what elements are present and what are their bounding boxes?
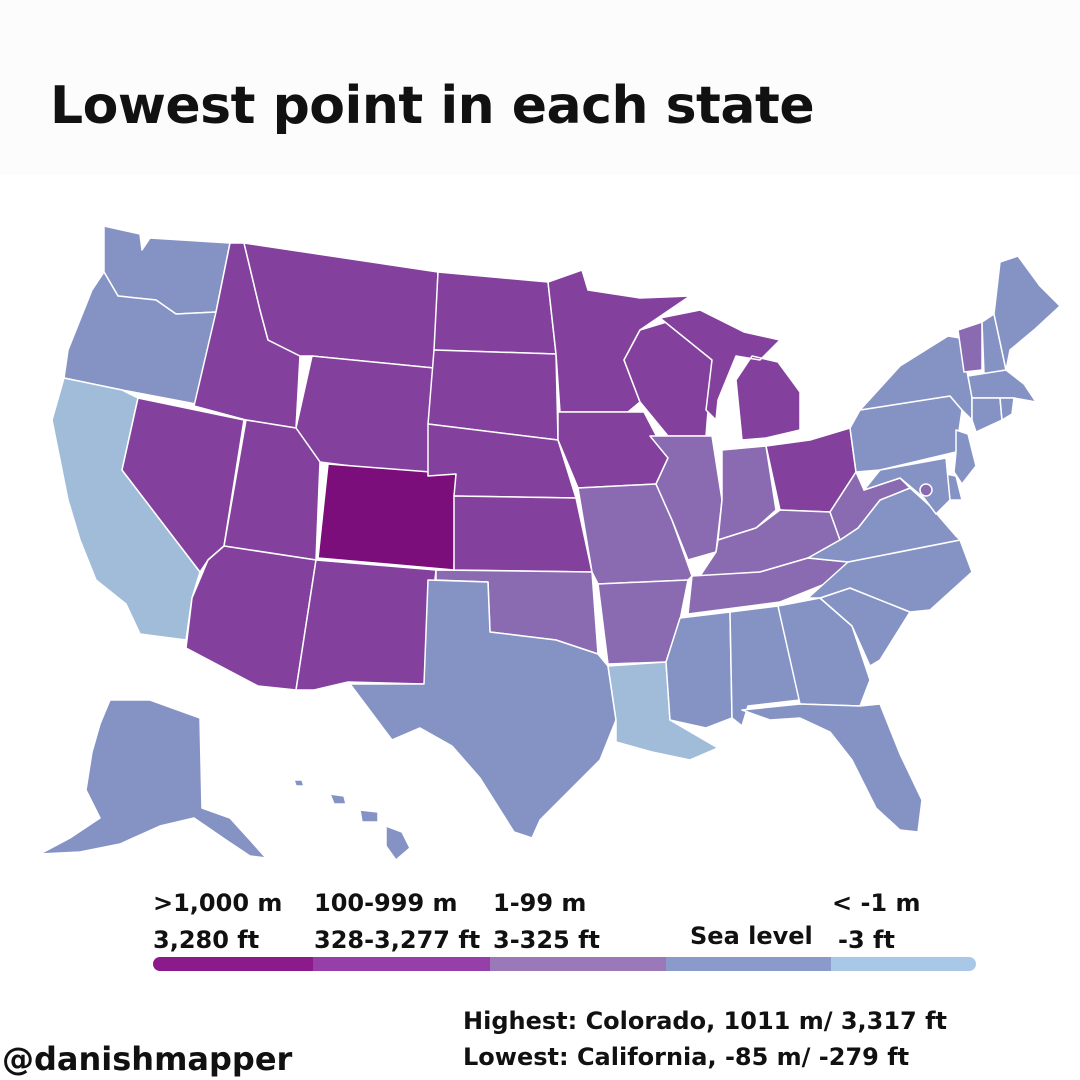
highest-stat: Highest: Colorado, 1011 m/ 3,317 ft (463, 1007, 948, 1035)
legend-meters: 100-999 m (314, 889, 458, 917)
legend-bar-below-sea (831, 957, 976, 971)
legend-label-below-sea: < -1 m -3 ft (832, 885, 921, 959)
state-WV[interactable] (829, 471, 911, 541)
legend-meters: < -1 m (832, 889, 921, 917)
legend-bar-sea-level (666, 957, 831, 971)
state-DC[interactable] (919, 483, 933, 497)
state-AK[interactable] (39, 699, 267, 859)
state-ME[interactable] (993, 255, 1061, 371)
legend-bar-over-1000m (153, 957, 313, 971)
state-CT[interactable] (971, 397, 1003, 433)
legend-feet: -3 ft (838, 926, 895, 954)
state-TX[interactable] (349, 579, 617, 839)
state-CO[interactable] (317, 463, 457, 571)
state-NM[interactable] (295, 559, 437, 691)
legend-label-100-999m: 100-999 m 328-3,277 ft (314, 885, 480, 959)
state-IL[interactable] (649, 435, 723, 561)
legend-meters: 1-99 m (493, 889, 587, 917)
state-KS[interactable] (453, 495, 593, 573)
state-ND[interactable] (433, 271, 557, 355)
state-IA[interactable] (557, 411, 669, 489)
legend-label-over-1000m: >1,000 m 3,280 ft (153, 885, 282, 959)
state-RI[interactable] (999, 397, 1015, 421)
header-band (0, 0, 1080, 175)
state-FL[interactable] (741, 703, 923, 833)
legend-bar-100-999m (313, 957, 490, 971)
state-VT[interactable] (957, 321, 983, 373)
legend-meters: Sea level (690, 922, 813, 950)
state-MI[interactable] (659, 309, 801, 441)
state-HI[interactable] (293, 779, 411, 861)
state-NJ[interactable] (953, 429, 977, 485)
legend-feet: 3,280 ft (153, 926, 260, 954)
state-UT[interactable] (223, 419, 321, 561)
stats-block: Highest: Colorado, 1011 m/ 3,317 ft Lowe… (463, 1003, 947, 1075)
state-MD[interactable] (863, 457, 951, 515)
state-MA[interactable] (967, 369, 1037, 403)
legend-meters: >1,000 m (153, 889, 283, 917)
legend-feet: 3-325 ft (493, 926, 601, 954)
legend-label-1-99m: 1-99 m 3-325 ft (493, 885, 600, 959)
legend-feet: 328-3,277 ft (314, 926, 481, 954)
state-AZ[interactable] (185, 545, 317, 691)
page-title: Lowest point in each state (50, 76, 815, 136)
author-credit: @danishmapper (2, 1040, 293, 1078)
legend-label-sea-level: Sea level (690, 918, 813, 955)
legend-bar-1-99m (490, 957, 666, 971)
lowest-stat: Lowest: California, -85 m/ -279 ft (463, 1043, 910, 1071)
state-MS[interactable] (665, 611, 733, 729)
